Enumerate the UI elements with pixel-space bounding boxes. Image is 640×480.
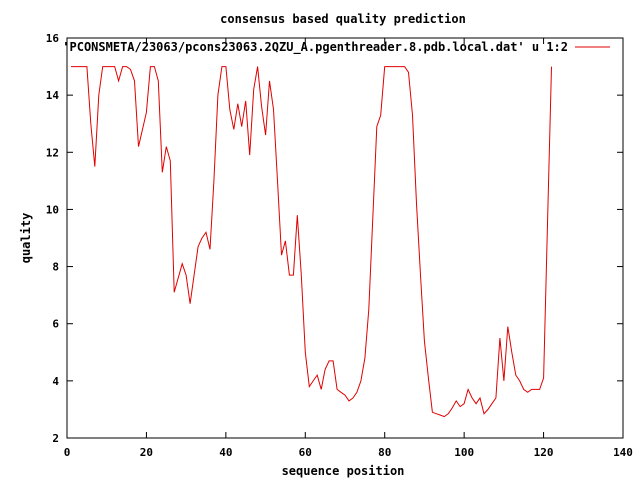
x-tick-label: 80	[378, 446, 391, 459]
chart-title: consensus based quality prediction	[220, 12, 466, 26]
legend: 'PCONSMETA/23063/pcons23063.2QZU_A.pgent…	[62, 40, 610, 55]
x-tick-label: 140	[613, 446, 633, 459]
y-tick-label: 2	[52, 432, 59, 445]
series-group	[71, 66, 552, 418]
x-tick-label: 20	[140, 446, 153, 459]
y-tick-label: 12	[46, 146, 59, 159]
x-tick-label: 0	[64, 446, 71, 459]
y-tick-label: 10	[46, 203, 59, 216]
plot-frame	[66, 37, 624, 439]
y-tick-label: 6	[52, 318, 59, 331]
y-axis: 2 4 6 8 10 12 14 16	[46, 32, 623, 445]
y-tick-label: 14	[46, 89, 60, 102]
y-tick-label: 16	[46, 32, 60, 45]
x-tick-label: 40	[219, 446, 232, 459]
y-tick-label: 4	[52, 375, 59, 388]
y-axis-label: quality	[19, 213, 33, 264]
y-tick-label: 8	[52, 261, 59, 274]
series-line	[71, 66, 552, 418]
x-tick-label: 60	[299, 446, 312, 459]
x-tick-label: 120	[534, 446, 554, 459]
x-tick-label: 100	[454, 446, 474, 459]
x-axis-label: sequence position	[282, 464, 405, 478]
legend-entry-label: 'PCONSMETA/23063/pcons23063.2QZU_A.pgent…	[62, 40, 568, 55]
x-axis: 0 20 40 60 80 100 120 140	[64, 38, 633, 459]
